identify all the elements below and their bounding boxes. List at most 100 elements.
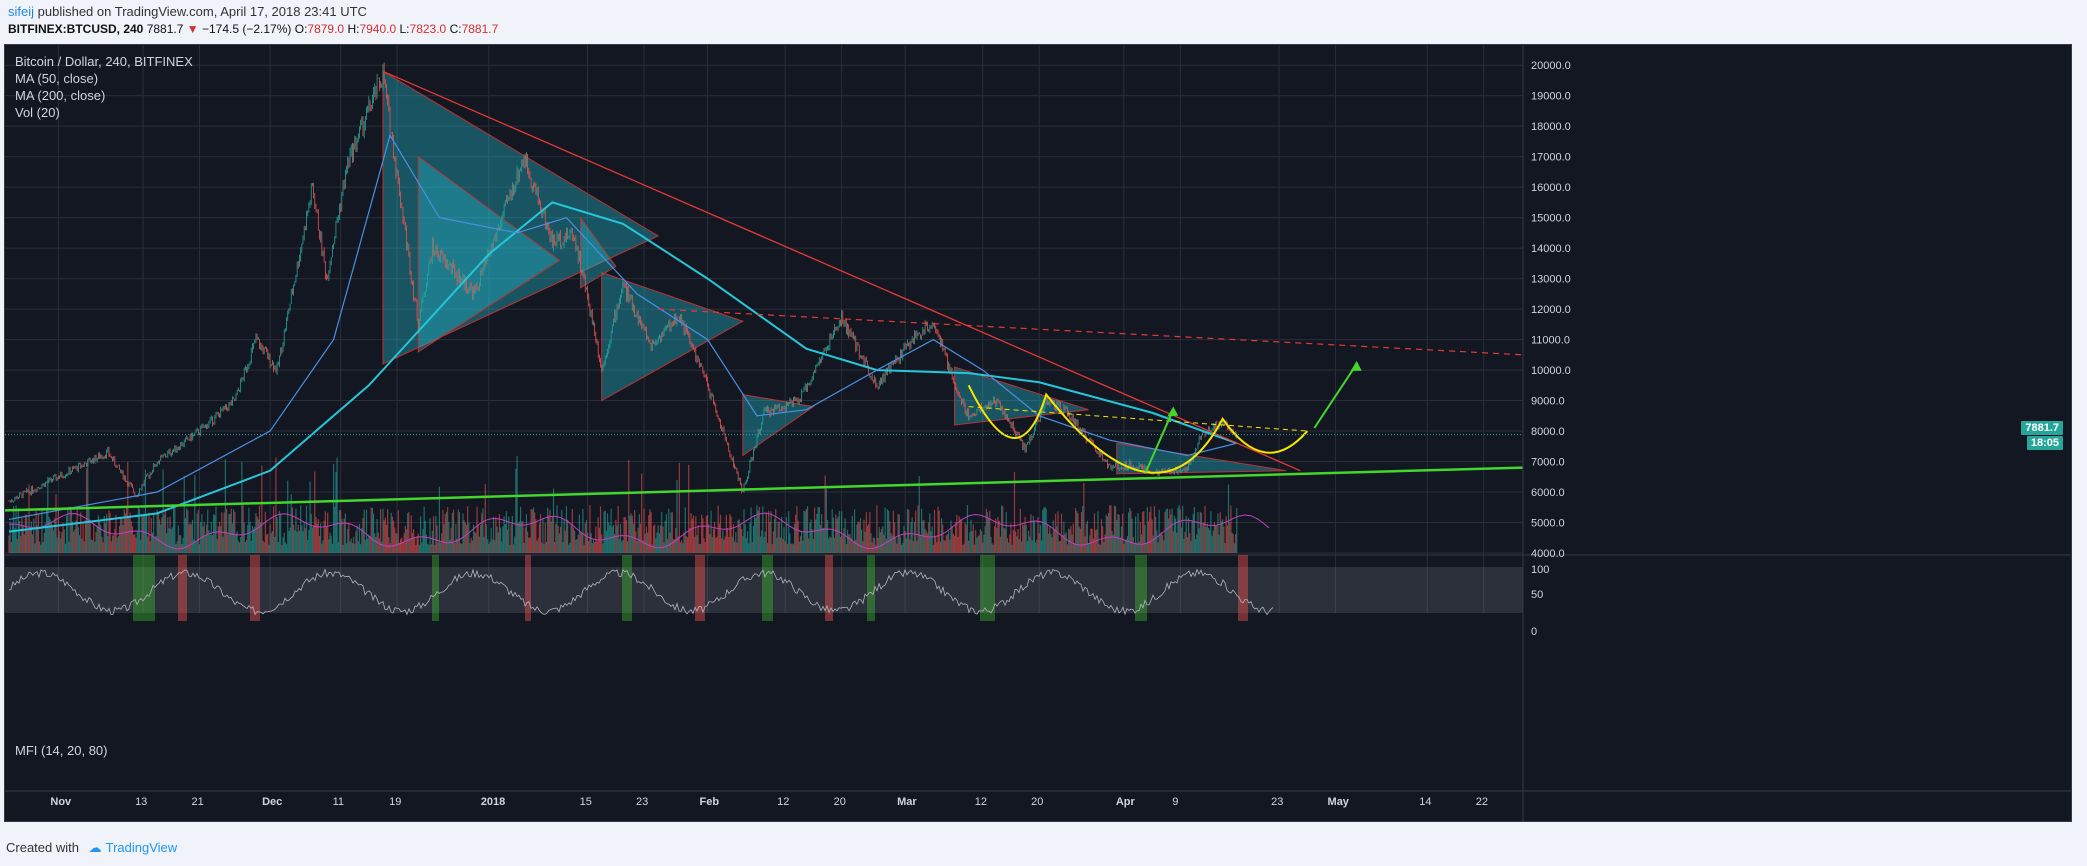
- price-change: −174.5 (−2.17%): [201, 22, 292, 36]
- x-tick-label: 20: [834, 796, 846, 808]
- x-tick-label: 23: [1271, 796, 1283, 808]
- mfi-zone: [250, 555, 260, 621]
- triangle-pattern: [382, 70, 660, 365]
- symbol-info: BITFINEX:BTCUSD, 240 7881.7 ▼ −174.5 (−2…: [8, 22, 498, 36]
- mfi-zone: [695, 555, 705, 621]
- x-tick-label: 14: [1419, 796, 1431, 808]
- open-label: O:: [294, 22, 308, 36]
- head-shoulders-curve: [967, 384, 1309, 474]
- x-tick-label: 9: [1172, 796, 1178, 808]
- x-tick-label: Dec: [262, 796, 282, 808]
- mfi-zone: [622, 555, 632, 621]
- mfi-tick-label: 0: [1531, 626, 1537, 638]
- footer: Created with ☁ TradingView: [6, 840, 177, 856]
- y-tick-label: 20000.0: [1531, 60, 1571, 72]
- mfi-zone: [133, 555, 155, 621]
- author-link[interactable]: sifeij: [8, 4, 35, 19]
- legend-ma50: MA (50, close): [15, 71, 99, 86]
- y-tick-label: 6000.0: [1531, 487, 1565, 499]
- y-tick-label: 18000.0: [1531, 121, 1571, 133]
- x-tick-label: 13: [135, 796, 147, 808]
- x-tick-label: 20: [1031, 796, 1043, 808]
- legend-ma200: MA (200, close): [15, 88, 106, 103]
- y-tick-label: 10000.0: [1531, 365, 1571, 377]
- mfi-zone: [867, 555, 875, 621]
- published-text: published on TradingView.com, April 17, …: [34, 4, 367, 19]
- x-tick-label: 2018: [481, 796, 505, 808]
- publish-info: sifeij published on TradingView.com, Apr…: [8, 4, 367, 19]
- y-tick-label: 17000.0: [1531, 152, 1571, 164]
- y-tick-label: 7000.0: [1531, 457, 1565, 469]
- x-tick-label: 11: [333, 796, 344, 808]
- mfi-zone: [762, 555, 773, 621]
- mfi-zone: [1238, 555, 1248, 621]
- axes: 20000.0 19000.0 18000.0 17000.0 16000.0 15000…: [5, 45, 2071, 821]
- low-value: 7823.0: [409, 22, 447, 36]
- x-tick-label: Nov: [50, 796, 72, 808]
- mfi-zone: [825, 555, 833, 621]
- volume-bars: [8, 455, 1270, 553]
- price-chart[interactable]: 100 50 0 20000.0 19000.0 18000.0 17000.0 16000…: [5, 45, 2071, 821]
- volume-ma-line: [8, 512, 1270, 550]
- low-label: L:: [399, 22, 410, 36]
- close-label: C:: [449, 22, 462, 36]
- y-tick-label: 16000.0: [1531, 182, 1571, 194]
- header-bar: sifeij published on TradingView.com, Apr…: [0, 0, 2087, 40]
- downtrend-line: [382, 70, 1301, 472]
- x-tick-label: May: [1328, 796, 1350, 808]
- drawings: [5, 70, 1524, 512]
- x-tick-label: 22: [1476, 796, 1488, 808]
- legend-vol: Vol (20): [15, 105, 60, 120]
- y-tick-label: 8000.0: [1531, 426, 1565, 438]
- green-arrow-up-2: [1313, 363, 1358, 429]
- x-tick-label: 12: [777, 796, 789, 808]
- y-tick-label: 15000.0: [1531, 213, 1571, 225]
- ma200-line: [8, 201, 1238, 533]
- triangle-pattern: [954, 366, 1089, 426]
- mfi-line: [8, 568, 1274, 616]
- tradingview-brand[interactable]: TradingView: [105, 840, 178, 855]
- x-tick-label: Mar: [897, 796, 917, 808]
- y-tick-label: 14000.0: [1531, 243, 1571, 255]
- x-tick-label: Feb: [700, 796, 720, 808]
- x-tick-label: Apr: [1116, 796, 1136, 808]
- symbol: BITFINEX:BTCUSD, 240: [8, 22, 144, 36]
- bar-timer-tag: 18:05: [2026, 436, 2063, 450]
- y-tick-label: 4000.0: [1531, 548, 1565, 560]
- neckline: [968, 406, 1308, 432]
- mfi-tick-label: 100: [1531, 564, 1549, 576]
- mfi-tick-label: 50: [1531, 589, 1543, 601]
- triangle-pattern: [1116, 442, 1287, 475]
- dashed-resistance-line: [658, 308, 1524, 356]
- high-label: H:: [347, 22, 360, 36]
- mfi-zone: [178, 555, 187, 621]
- y-tick-label: 12000.0: [1531, 304, 1571, 316]
- chart-panel[interactable]: 100 50 0 20000.0 19000.0 18000.0 17000.0 16000…: [4, 44, 2072, 822]
- last-price-tag: 7881.7: [2021, 421, 2063, 435]
- x-tick-label: 12: [975, 796, 987, 808]
- mfi-zone: [525, 555, 531, 621]
- open-value: 7879.0: [307, 22, 345, 36]
- created-with-text: Created with: [6, 840, 79, 855]
- arrow-head-icon: [1350, 360, 1362, 371]
- x-tick-label: 21: [192, 796, 204, 808]
- y-tick-label: 13000.0: [1531, 274, 1571, 286]
- close-value: 7881.7: [461, 22, 499, 36]
- y-tick-label: 9000.0: [1531, 396, 1565, 408]
- x-tick-label: 15: [580, 796, 592, 808]
- legend-title: Bitcoin / Dollar, 240, BITFINEX: [15, 54, 193, 69]
- y-tick-label: 19000.0: [1531, 91, 1571, 103]
- tradingview-logo-icon[interactable]: ☁: [88, 840, 102, 855]
- y-tick-label: 11000.0: [1531, 335, 1570, 347]
- arrow-head-icon: [1167, 406, 1179, 417]
- triangle-pattern: [601, 271, 745, 402]
- support-line: [5, 466, 1524, 512]
- legend: Bitcoin / Dollar, 240, BITFINEX MA (50, …: [15, 53, 193, 121]
- mfi-zone: [980, 555, 995, 621]
- mfi-zone: [432, 555, 439, 621]
- triangle-pattern: [742, 393, 815, 457]
- green-arrow-up-1: [1144, 409, 1175, 475]
- ma200-path: [8, 201, 1238, 533]
- mfi-label: MFI (14, 20, 80): [15, 743, 108, 758]
- mfi-panel: 100 50 0: [5, 554, 2071, 638]
